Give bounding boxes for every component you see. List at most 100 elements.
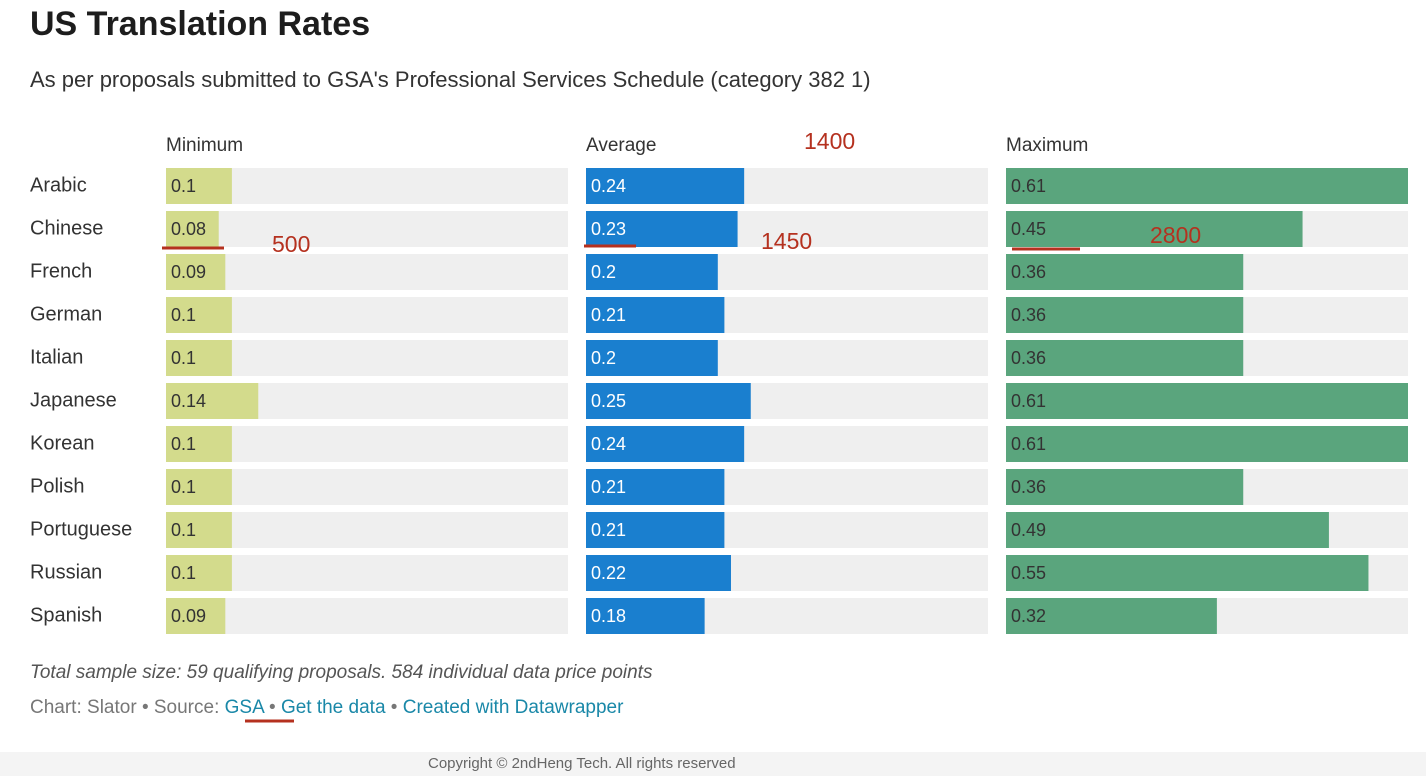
separator: •: [142, 697, 154, 718]
credit: Chart: Slator: [30, 697, 137, 718]
bar-track: [166, 555, 568, 591]
value-label: 0.21: [591, 305, 626, 325]
value-label: 0.08: [171, 219, 206, 239]
bar: [166, 211, 219, 247]
value-label: 0.22: [591, 563, 626, 583]
value-label: 0.1: [171, 176, 196, 196]
separator: •: [269, 697, 281, 718]
value-label: 0.36: [1011, 348, 1046, 368]
bar: [1006, 211, 1303, 247]
value-label: 0.1: [171, 305, 196, 325]
value-label: 0.61: [1011, 434, 1046, 454]
bar-track: [166, 340, 568, 376]
bar-track: [166, 297, 568, 333]
category-label: Japanese: [30, 389, 117, 411]
value-label: 0.1: [171, 477, 196, 497]
link[interactable]: GSA: [225, 697, 265, 718]
bar-track: [166, 469, 568, 505]
bar: [586, 469, 725, 505]
bottom-strip: [0, 752, 1426, 776]
separator: •: [391, 697, 403, 718]
value-label: 0.1: [171, 563, 196, 583]
value-label: 0.61: [1011, 176, 1046, 196]
bar-track: [166, 211, 568, 247]
bar-track: [166, 426, 568, 462]
value-label: 0.25: [591, 391, 626, 411]
notes: Total sample size: 59 qualifying proposa…: [30, 662, 653, 683]
chart-title: US Translation Rates: [30, 5, 370, 43]
bar: [166, 297, 232, 333]
bar-track: [166, 512, 568, 548]
bar: [586, 426, 745, 462]
value-label: 0.61: [1011, 391, 1046, 411]
bar: [1006, 512, 1329, 548]
value-label: 0.24: [591, 176, 626, 196]
bar: [586, 297, 725, 333]
value-label: 0.18: [591, 606, 626, 626]
value-label: 0.21: [591, 520, 626, 540]
value-label: 0.2: [591, 262, 616, 282]
category-label: Chinese: [30, 217, 103, 239]
bar: [166, 555, 232, 591]
panel-header: Minimum: [166, 135, 243, 156]
value-label: 0.55: [1011, 563, 1046, 583]
bar: [166, 469, 232, 505]
bar: [586, 598, 705, 634]
bar: [1006, 383, 1408, 419]
value-label: 0.14: [171, 391, 206, 411]
category-label: Portuguese: [30, 518, 132, 540]
bar: [1006, 426, 1408, 462]
value-label: 0.49: [1011, 520, 1046, 540]
panel-header: Maximum: [1006, 135, 1088, 156]
value-label: 0.36: [1011, 262, 1046, 282]
value-label: 0.1: [171, 520, 196, 540]
category-label: Polish: [30, 475, 84, 497]
category-label: Korean: [30, 432, 95, 454]
bar-track: [166, 168, 568, 204]
bar: [166, 426, 232, 462]
bar: [586, 254, 718, 290]
bar: [1006, 469, 1244, 505]
value-label: 0.36: [1011, 477, 1046, 497]
handwritten-annotation: 500: [272, 231, 310, 257]
category-label: Russian: [30, 561, 102, 583]
value-label: 0.36: [1011, 305, 1046, 325]
value-label: 0.23: [591, 219, 626, 239]
value-label: 0.21: [591, 477, 626, 497]
value-label: 0.1: [171, 348, 196, 368]
category-label: French: [30, 260, 92, 282]
category-label: Italian: [30, 346, 83, 368]
bar-track: [166, 598, 568, 634]
bar: [1006, 254, 1244, 290]
bar: [166, 168, 232, 204]
value-label: 0.32: [1011, 606, 1046, 626]
bar-track: [166, 254, 568, 290]
category-label: German: [30, 303, 102, 325]
value-label: 0.2: [591, 348, 616, 368]
bar: [166, 383, 259, 419]
panel-header: Average: [586, 135, 656, 156]
bar: [1006, 340, 1244, 376]
handwritten-annotation: 1400: [804, 128, 855, 154]
bar: [586, 512, 725, 548]
bar: [586, 340, 718, 376]
source-label: Source:: [154, 697, 219, 718]
link[interactable]: Created with Datawrapper: [403, 697, 624, 718]
bar: [1006, 297, 1244, 333]
value-label: 0.1: [171, 434, 196, 454]
bar: [1006, 598, 1217, 634]
value-label: 0.09: [171, 606, 206, 626]
bar: [586, 383, 751, 419]
bar: [586, 168, 745, 204]
bar: [166, 512, 232, 548]
chart-subtitle: As per proposals submitted to GSA's Prof…: [30, 67, 871, 92]
bar: [166, 340, 232, 376]
bar: [586, 555, 731, 591]
bar: [166, 254, 226, 290]
link[interactable]: Get the data: [281, 697, 386, 718]
handwritten-annotation: 1450: [761, 228, 812, 254]
bar: [586, 211, 738, 247]
value-label: 0.09: [171, 262, 206, 282]
handwritten-annotation: 2800: [1150, 222, 1201, 248]
